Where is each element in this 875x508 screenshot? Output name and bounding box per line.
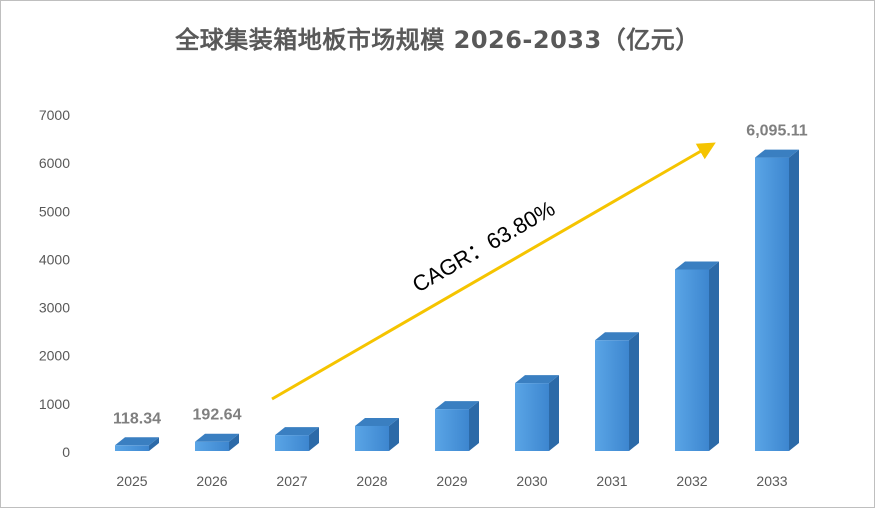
- bar-front: [755, 157, 789, 451]
- bar-top: [115, 437, 159, 446]
- bar-side: [469, 401, 479, 451]
- bar-side: [789, 149, 799, 451]
- bar-side: [149, 437, 159, 451]
- bar-2028: [355, 417, 399, 451]
- bar-2030: [515, 375, 559, 451]
- x-tick-label: 2028: [356, 473, 387, 489]
- bar-side: [229, 433, 239, 451]
- x-axis: 2025 2026 2027 2028 2029 2030 2031 2032 2033: [116, 473, 787, 489]
- chart-title: 全球集装箱地板市场规模 2026-2033（亿元）: [175, 26, 700, 54]
- bar-top: [435, 401, 479, 410]
- bar-2031: [595, 332, 639, 451]
- bar-front: [115, 445, 149, 451]
- trend-arrow: [271, 142, 716, 401]
- bar-front: [595, 340, 629, 451]
- bar-top: [355, 417, 399, 426]
- bar-side: [549, 375, 559, 451]
- bar-front: [515, 383, 549, 451]
- bar-front: [435, 409, 469, 451]
- bar-2025: [115, 437, 159, 451]
- bar-2026: [195, 433, 239, 451]
- bar-top: [755, 149, 799, 158]
- bar-2032: [675, 261, 719, 451]
- bar-side: [709, 261, 719, 451]
- y-tick-label: 3000: [39, 300, 70, 316]
- y-tick-label: 5000: [39, 203, 70, 219]
- y-tick-label: 0: [62, 444, 70, 460]
- bar-top: [275, 427, 319, 436]
- y-tick-label: 4000: [39, 251, 70, 267]
- bar-side: [389, 417, 399, 451]
- x-tick-label: 2030: [516, 473, 547, 489]
- bar-front: [355, 425, 389, 451]
- x-tick-label: 2029: [436, 473, 467, 489]
- x-tick-label: 2032: [676, 473, 707, 489]
- bar-front: [675, 269, 709, 451]
- x-tick-label: 2033: [756, 473, 787, 489]
- y-axis: 0 1000 2000 3000 4000 5000 6000 7000: [39, 107, 70, 460]
- y-tick-label: 2000: [39, 348, 70, 364]
- bar-front: [275, 435, 309, 451]
- bar-side: [629, 332, 639, 451]
- y-tick-label: 6000: [39, 155, 70, 171]
- bar-top: [595, 332, 639, 341]
- x-tick-label: 2025: [116, 473, 147, 489]
- bar-top: [675, 261, 719, 270]
- data-labels: 118.34 192.64 6,095.11: [113, 123, 808, 428]
- y-tick-label: 7000: [39, 107, 70, 123]
- y-tick-label: 1000: [39, 396, 70, 412]
- bar-2033: [755, 149, 799, 451]
- data-label-2026: 192.64: [193, 407, 242, 424]
- x-tick-label: 2031: [596, 473, 627, 489]
- data-label-2025: 118.34: [113, 410, 161, 427]
- x-tick-label: 2027: [276, 473, 307, 489]
- x-tick-label: 2026: [196, 473, 227, 489]
- data-label-2033: 6,095.11: [746, 123, 808, 140]
- bar-front: [195, 441, 229, 451]
- bar-series: [115, 149, 799, 451]
- bar-top: [515, 375, 559, 384]
- bar-2029: [435, 401, 479, 451]
- bar-side: [309, 427, 319, 451]
- bar-2027: [275, 427, 319, 451]
- bar-top: [195, 433, 239, 442]
